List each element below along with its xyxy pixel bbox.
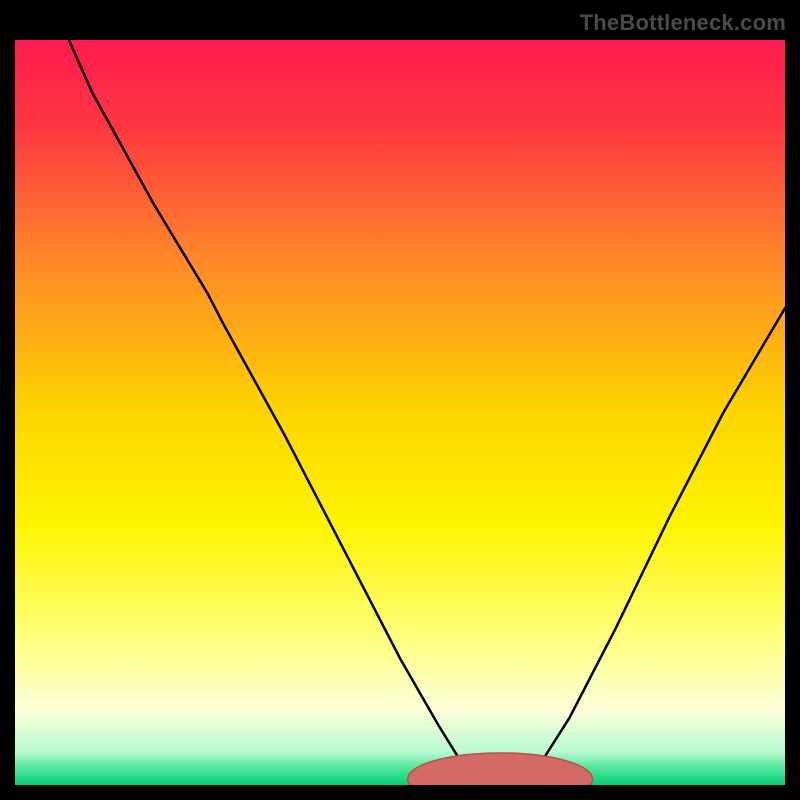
watermark-text: TheBottleneck.com: [580, 10, 786, 36]
bottleneck-chart: [15, 40, 785, 785]
gradient-background: [15, 40, 785, 785]
plot-area: [15, 40, 785, 785]
chart-frame: TheBottleneck.com: [0, 0, 800, 800]
